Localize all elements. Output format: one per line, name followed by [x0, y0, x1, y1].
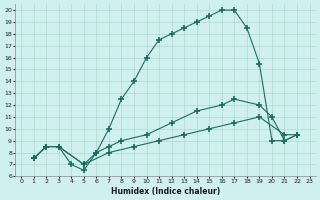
X-axis label: Humidex (Indice chaleur): Humidex (Indice chaleur)	[111, 187, 220, 196]
